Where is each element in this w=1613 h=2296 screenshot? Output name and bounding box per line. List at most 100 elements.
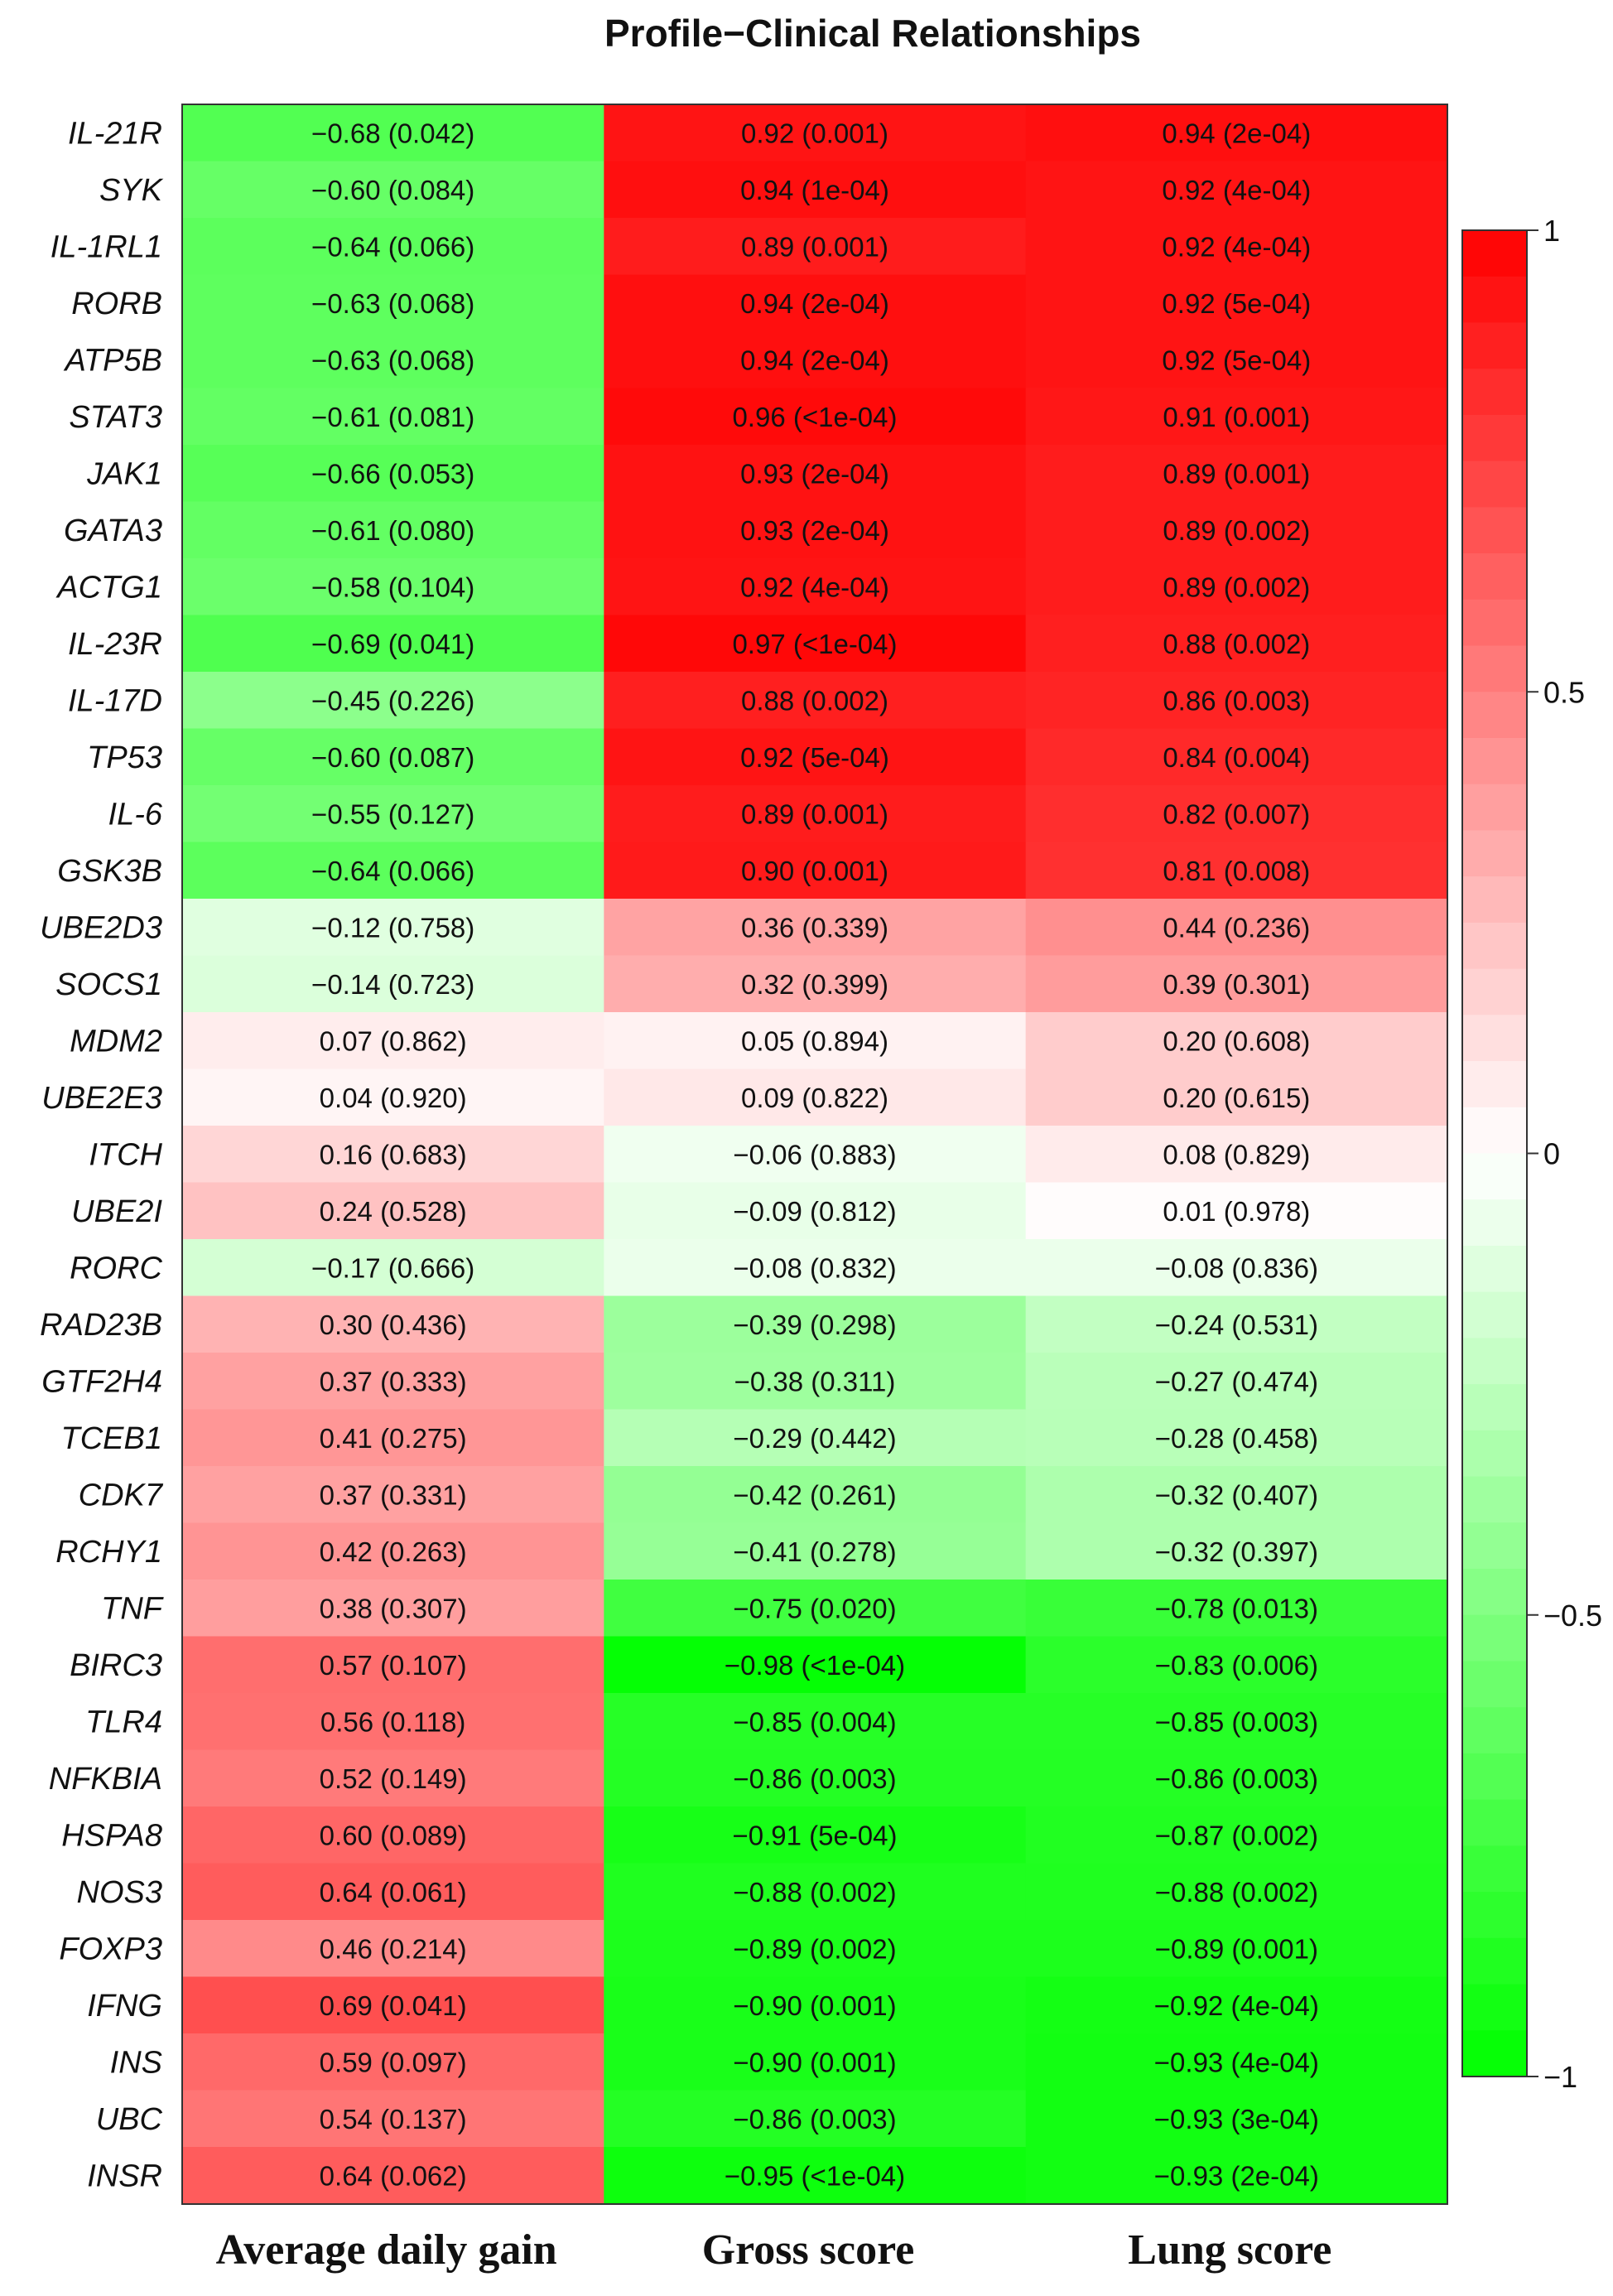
heatmap-cell xyxy=(1025,899,1448,957)
row-label: RORC xyxy=(70,1251,162,1285)
cell-value-label: 0.92 (4e-04) xyxy=(1162,175,1311,205)
heatmap-cell xyxy=(1025,1068,1448,1126)
heatmap-cell xyxy=(604,615,1027,673)
cell-value-label: 0.07 (0.862) xyxy=(320,1025,467,1056)
row-label: IL-17D xyxy=(68,683,162,718)
heatmap-cell xyxy=(182,1012,604,1070)
heatmap-cell xyxy=(1025,785,1448,843)
cell-value-label: −0.08 (0.832) xyxy=(733,1252,896,1283)
row-label: IL-23R xyxy=(68,627,162,662)
cell-value-label: 0.94 (1e-04) xyxy=(740,175,889,205)
cell-value-label: 0.09 (0.822) xyxy=(741,1083,888,1113)
cell-value-label: −0.41 (0.278) xyxy=(733,1536,896,1567)
legend-color-step xyxy=(1462,1015,1527,1062)
cell-value-label: 0.52 (0.149) xyxy=(320,1763,467,1794)
column-labels: Average daily gain Gross score Lung score xyxy=(216,2226,1332,2274)
heatmap-cell xyxy=(182,1068,604,1126)
cell-value-label: 0.93 (2e-04) xyxy=(740,458,889,489)
legend-color-step xyxy=(1462,1476,1527,1524)
cell-value-label: −0.61 (0.080) xyxy=(311,515,474,546)
heatmap-cell xyxy=(1025,1920,1448,1978)
heatmap-cell xyxy=(604,785,1027,843)
cell-value-label: 0.94 (2e-04) xyxy=(740,345,889,375)
heatmap-cell xyxy=(1025,331,1448,389)
row-label: UBE2E3 xyxy=(41,1081,162,1116)
legend-tick-label: −1 xyxy=(1543,2060,1577,2094)
cell-value-label: 0.36 (0.339) xyxy=(741,912,888,943)
cell-value-label: 0.05 (0.894) xyxy=(741,1025,888,1056)
cell-value-label: −0.14 (0.723) xyxy=(311,969,474,1000)
row-label: IL-6 xyxy=(108,797,163,832)
legend-color-step xyxy=(1462,784,1527,832)
legend-color-step xyxy=(1462,1799,1527,1847)
row-label: SYK xyxy=(99,173,164,208)
heatmap-cell xyxy=(1025,558,1448,616)
heatmap-cell xyxy=(604,672,1027,730)
heatmap-cell xyxy=(1025,955,1448,1013)
heatmap-cell xyxy=(604,728,1027,786)
row-label: JAK1 xyxy=(86,456,162,491)
cell-value-label: −0.17 (0.666) xyxy=(311,1252,474,1283)
heatmap-cell xyxy=(182,1693,604,1751)
legend-color-step xyxy=(1462,737,1527,785)
legend-color-step xyxy=(1462,1707,1527,1754)
cell-value-label: 0.69 (0.041) xyxy=(320,1990,467,2021)
heatmap-cell xyxy=(604,1126,1027,1184)
cell-value-label: 0.84 (0.004) xyxy=(1163,742,1310,773)
cell-value-label: −0.27 (0.474) xyxy=(1155,1366,1318,1396)
row-label: UBE2I xyxy=(71,1194,162,1229)
cell-value-label: −0.29 (0.442) xyxy=(733,1423,896,1454)
cell-value-label: 0.92 (5e-04) xyxy=(1162,288,1311,319)
row-label: HSPA8 xyxy=(61,1818,162,1853)
cell-value-label: −0.89 (0.001) xyxy=(1155,1933,1318,1964)
cell-value-label: −0.69 (0.041) xyxy=(311,629,474,659)
legend-color-step xyxy=(1462,276,1527,324)
cell-value-label: 0.57 (0.107) xyxy=(320,1650,467,1681)
cell-value-label: −0.09 (0.812) xyxy=(733,1196,896,1227)
cell-value-label: −0.45 (0.226) xyxy=(311,685,474,716)
heatmap-cell xyxy=(182,1295,604,1353)
cell-value-label: 0.91 (0.001) xyxy=(1163,402,1310,432)
heatmap-cell xyxy=(604,1806,1027,1864)
row-label: GTF2H4 xyxy=(41,1364,162,1399)
heatmap-cell xyxy=(604,1636,1027,1694)
cell-value-label: −0.91 (5e-04) xyxy=(732,1820,897,1850)
legend-tick-label: 1 xyxy=(1543,214,1560,248)
cell-value-label: −0.60 (0.084) xyxy=(311,175,474,205)
heatmap-cell xyxy=(604,1012,1027,1070)
legend-color-step xyxy=(1462,876,1527,924)
row-labels: IL-21R SYK IL-1RL1 RORB ATP5B STAT3 JAK1 GATA3 A… xyxy=(40,116,164,2193)
cell-value-label: −0.06 (0.883) xyxy=(733,1139,896,1170)
heatmap-cell xyxy=(182,615,604,673)
cell-value-label: −0.86 (0.003) xyxy=(733,1763,896,1794)
legend-color-step xyxy=(1462,1937,1527,1985)
cell-value-label: 0.89 (0.001) xyxy=(741,798,888,829)
cell-value-label: −0.86 (0.003) xyxy=(1155,1763,1318,1794)
heatmap-cell xyxy=(604,274,1027,332)
row-label: CDK7 xyxy=(79,1478,164,1512)
row-label: SOCS1 xyxy=(55,967,162,1002)
heatmap-cell xyxy=(182,1806,604,1864)
cell-value-label: −0.95 (<1e-04) xyxy=(725,2160,905,2191)
heatmap-cell xyxy=(604,1295,1027,1353)
legend-color-step xyxy=(1462,1753,1527,1801)
row-label: MDM2 xyxy=(70,1024,162,1059)
legend-tick-label: 0 xyxy=(1543,1137,1560,1171)
heatmap-cell xyxy=(1025,1976,1448,2034)
heatmap-cell xyxy=(182,842,604,900)
cell-value-label: 0.82 (0.007) xyxy=(1163,798,1310,829)
legend-color-step xyxy=(1462,922,1527,970)
cell-value-label: 0.39 (0.301) xyxy=(1163,969,1310,1000)
legend-color-step xyxy=(1462,369,1527,416)
heatmap-cell xyxy=(182,1636,604,1694)
legend-color-step xyxy=(1462,414,1527,462)
heatmap-cell xyxy=(1025,2090,1448,2148)
cell-value-label: 0.94 (2e-04) xyxy=(740,288,889,319)
row-label: IL-21R xyxy=(68,116,162,151)
heatmap-cell xyxy=(604,1068,1027,1126)
heatmap-cell xyxy=(182,2033,604,2091)
cell-value-label: −0.85 (0.004) xyxy=(733,1706,896,1737)
legend-color-step xyxy=(1462,1892,1527,1939)
cell-value-label: 0.96 (<1e-04) xyxy=(732,402,897,432)
